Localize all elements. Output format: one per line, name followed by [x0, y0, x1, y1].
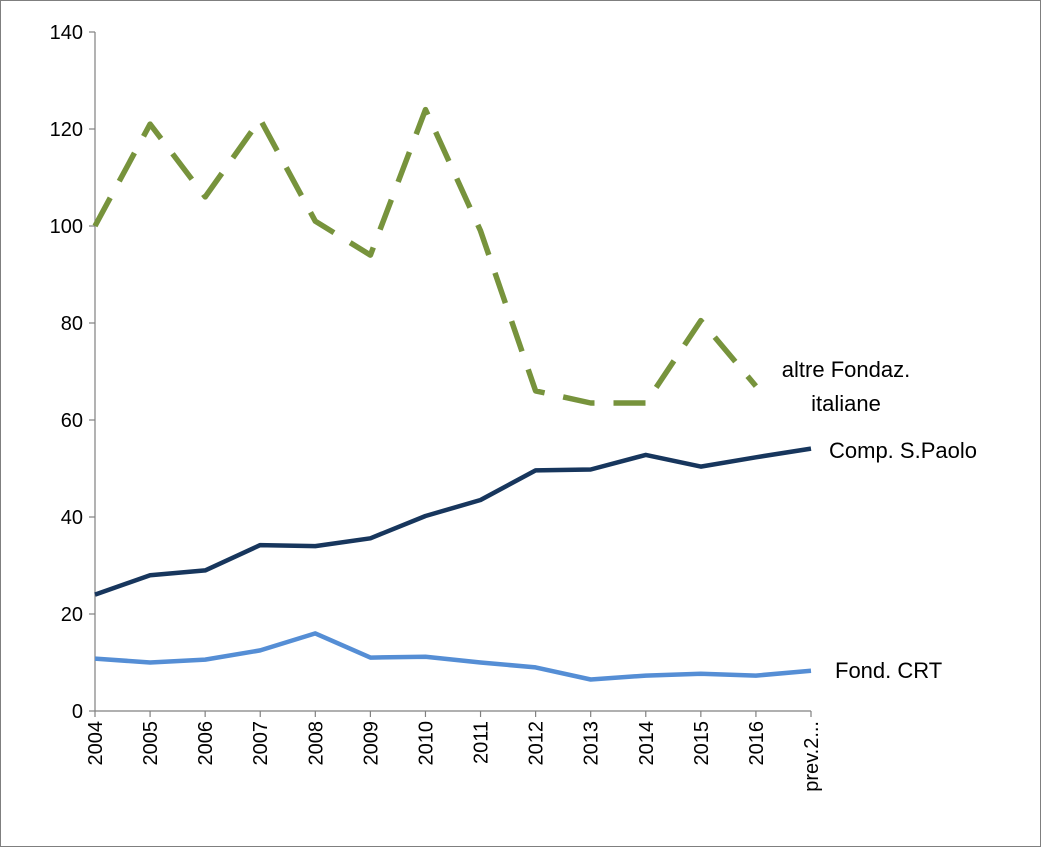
- x-tick-label: 2007: [250, 721, 272, 766]
- y-tick-label: 20: [61, 604, 83, 626]
- y-tick-label: 40: [61, 507, 83, 529]
- x-tick-label: 2012: [526, 721, 548, 766]
- series-label: Comp. S.Paolo: [829, 438, 977, 463]
- x-tick-label: 2015: [691, 721, 713, 766]
- x-tick-label: 2006: [195, 721, 217, 766]
- y-tick-label: 60: [61, 410, 83, 432]
- y-tick-label: 100: [50, 216, 83, 238]
- series-line-2: [94, 631, 812, 682]
- x-tick-label: 2011: [471, 721, 493, 764]
- x-tick-label: prev.2...: [801, 721, 823, 792]
- x-tick-label: 2004: [85, 721, 107, 766]
- series-line-1: [94, 446, 812, 597]
- x-tick-label: 2008: [305, 721, 327, 766]
- x-tick-label: 2016: [746, 721, 768, 766]
- y-tick-label: 80: [61, 313, 83, 335]
- x-tick-label: 2010: [415, 721, 437, 766]
- series-line-0: [92, 106, 759, 406]
- x-tick-label: 2005: [140, 721, 162, 766]
- x-tick-label: 2013: [581, 721, 603, 766]
- series-label: Fond. CRT: [835, 658, 942, 683]
- x-tick-label: 2009: [360, 721, 382, 766]
- y-tick-label: 140: [50, 22, 83, 44]
- y-tick-label: 0: [72, 701, 83, 723]
- series-label: italiane: [811, 391, 881, 416]
- x-tick-label: 2014: [636, 721, 658, 766]
- series-label: altre Fondaz.: [782, 357, 910, 382]
- y-tick-label: 120: [50, 119, 83, 141]
